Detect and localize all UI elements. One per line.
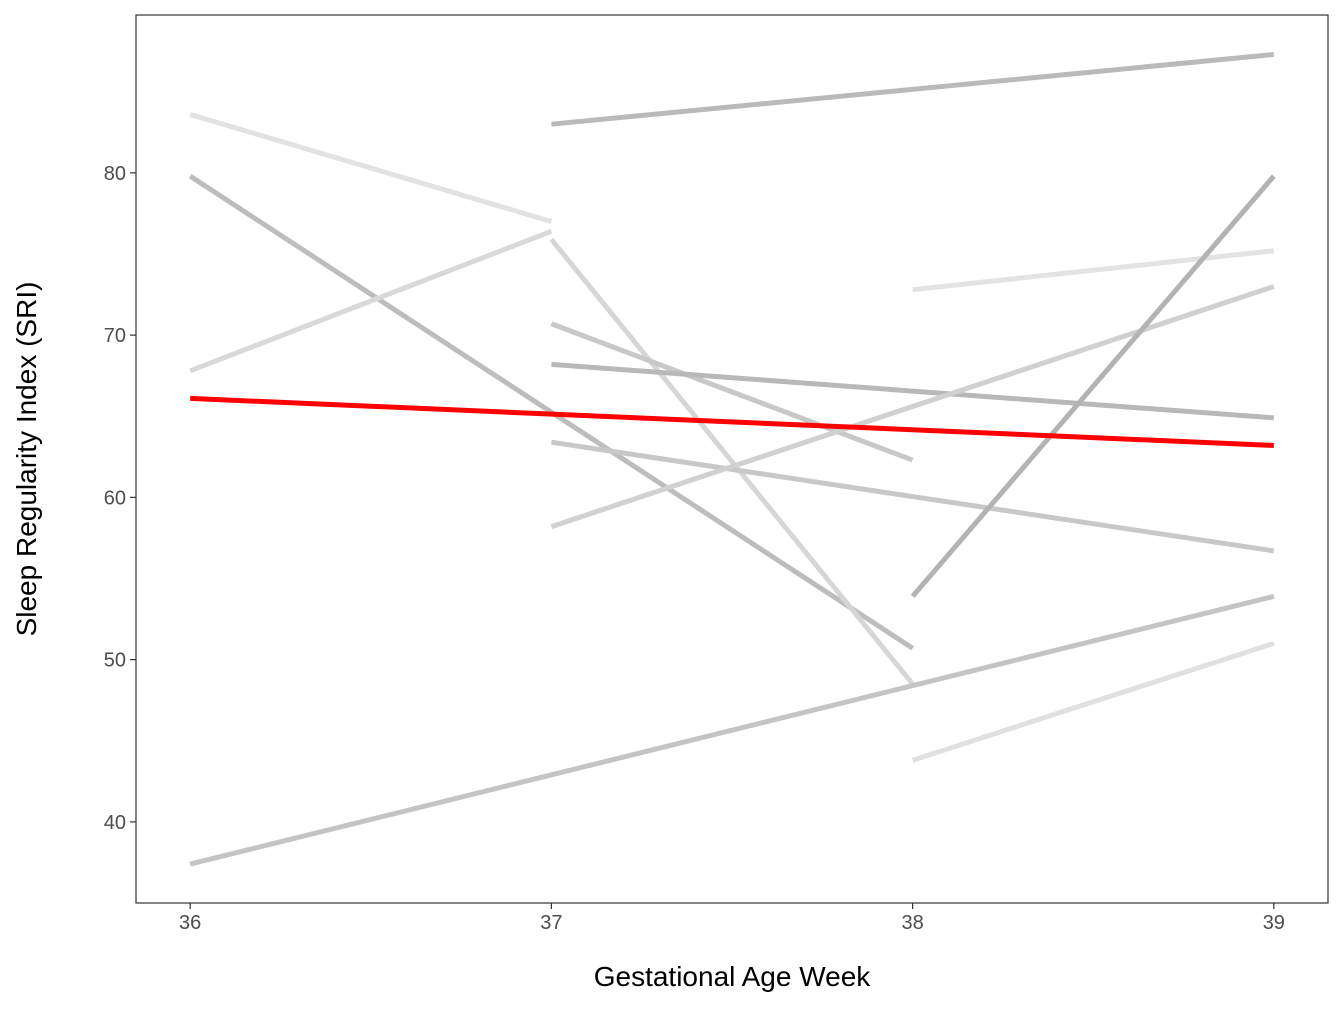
series-line <box>189 228 553 374</box>
series-line <box>189 593 1275 867</box>
series-line <box>190 395 1274 448</box>
y-tick-label: 60 <box>104 487 126 509</box>
series-line <box>549 237 915 686</box>
y-tick-label: 80 <box>104 163 126 185</box>
y-tick-label: 40 <box>104 812 126 834</box>
series-line <box>911 641 1275 763</box>
y-axis-label: Sleep Regularity Index (SRI) <box>11 282 42 637</box>
x-tick-label: 39 <box>1263 912 1285 934</box>
x-tick-label: 38 <box>901 912 923 934</box>
series-line <box>189 112 553 224</box>
y-tick-label: 50 <box>104 650 126 672</box>
y-tick-label: 70 <box>104 325 126 347</box>
x-axis-label: Gestational Age Week <box>594 961 872 992</box>
series-line <box>551 51 1275 127</box>
x-tick-label: 36 <box>179 912 201 934</box>
series-line <box>912 248 1275 293</box>
series-line <box>551 439 1275 554</box>
series-line <box>551 361 1275 421</box>
series-line <box>910 174 1276 598</box>
series-line <box>550 321 914 463</box>
x-tick-label: 37 <box>540 912 562 934</box>
series-line <box>550 284 1275 529</box>
